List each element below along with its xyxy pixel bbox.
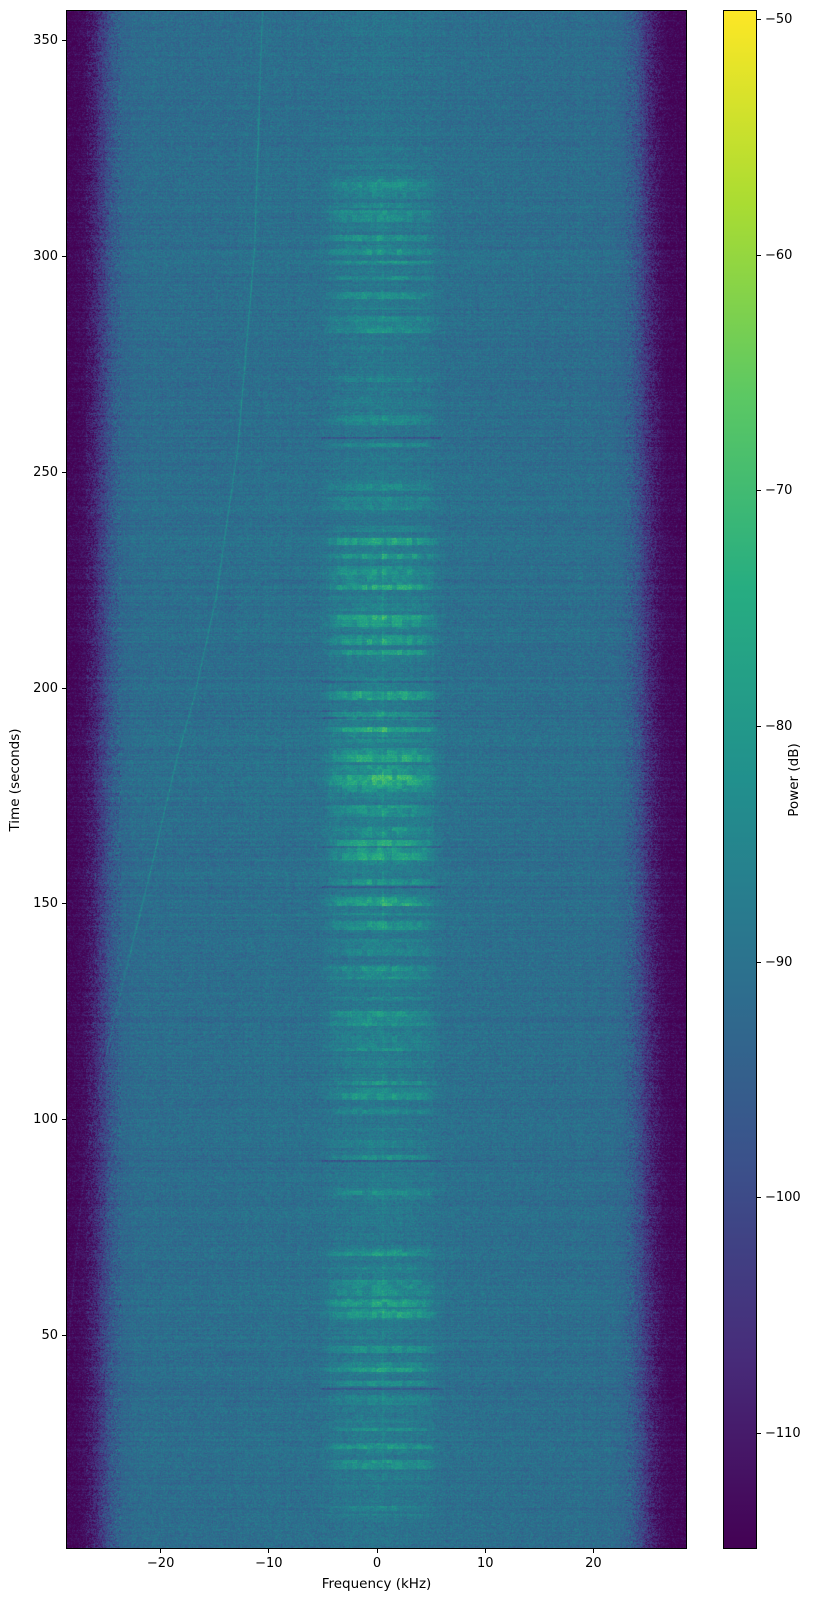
- y-tick: [62, 687, 66, 689]
- y-axis-label: Time (seconds): [7, 727, 23, 832]
- spectrogram-canvas: [67, 11, 686, 1548]
- colorbar-tick: [757, 490, 761, 492]
- colorbar-tick: [757, 961, 761, 963]
- y-tick-label: 250: [33, 464, 58, 480]
- x-tick-label: −10: [255, 1556, 283, 1571]
- x-tick-label: 20: [585, 1556, 602, 1571]
- y-tick-label: 300: [33, 248, 58, 264]
- x-axis-label: Frequency (kHz): [321, 1576, 432, 1592]
- colorbar-tick: [757, 726, 761, 727]
- x-tick: [268, 1549, 270, 1553]
- colorbar-tick: [757, 1197, 761, 1199]
- x-tick-label: 0: [372, 1556, 382, 1571]
- x-tick: [484, 1549, 486, 1553]
- colorbar-gradient: [724, 11, 756, 1548]
- colorbar-tick-label: −100: [765, 1190, 801, 1206]
- y-tick-label: 150: [33, 896, 58, 912]
- colorbar-tick-label: −60: [765, 247, 793, 263]
- colorbar-tick: [757, 1432, 761, 1434]
- y-tick-label: 50: [41, 1327, 58, 1343]
- y-tick: [62, 1119, 66, 1121]
- spectrogram-plot: [66, 10, 687, 1549]
- y-tick-label: 350: [33, 33, 58, 49]
- colorbar-tick-label: −110: [765, 1425, 801, 1441]
- x-tick-label: 10: [476, 1556, 494, 1571]
- y-tick-label: 200: [33, 680, 58, 696]
- y-tick: [62, 903, 66, 905]
- colorbar-tick-label: −90: [765, 954, 793, 970]
- y-tick: [62, 1334, 66, 1336]
- colorbar-label: Power (dB): [786, 742, 802, 817]
- x-tick: [376, 1549, 378, 1553]
- colorbar-tick-label: −70: [765, 483, 793, 499]
- x-tick-label: −20: [146, 1556, 175, 1571]
- y-tick: [62, 255, 66, 257]
- x-tick: [592, 1549, 594, 1553]
- colorbar-tick-label: −50: [765, 12, 793, 28]
- y-tick-label: 100: [33, 1112, 58, 1128]
- colorbar: [723, 10, 757, 1549]
- colorbar-tick-label: −80: [765, 719, 793, 734]
- y-tick: [62, 471, 66, 473]
- colorbar-tick: [757, 254, 761, 256]
- colorbar-tick: [757, 19, 761, 21]
- y-tick: [62, 40, 66, 42]
- x-tick: [160, 1549, 162, 1553]
